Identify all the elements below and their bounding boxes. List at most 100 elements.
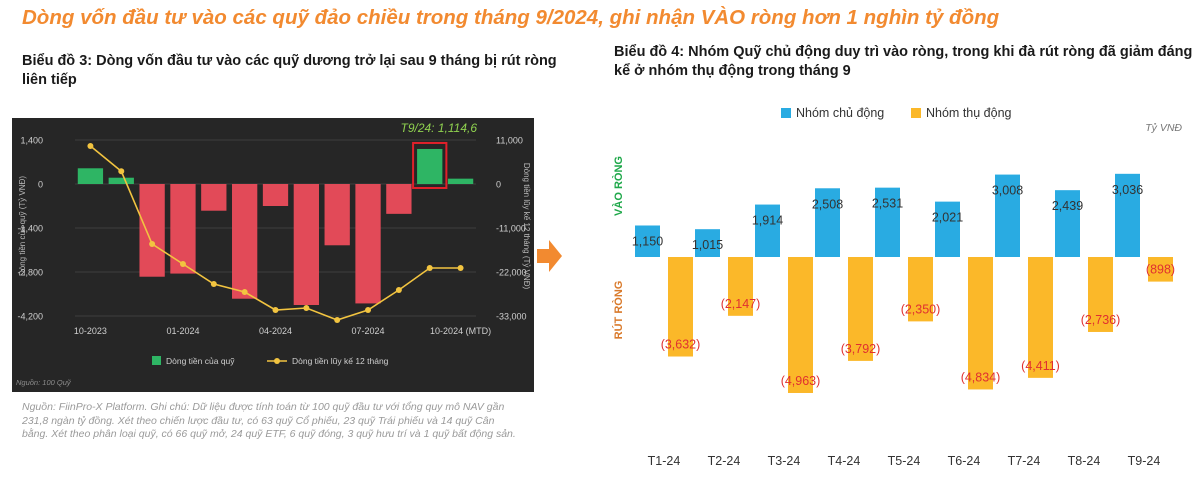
bar-fund-flow: [293, 184, 319, 305]
highlight-box: [412, 141, 448, 189]
line-point: [118, 168, 125, 175]
bar-active: [1115, 173, 1140, 257]
group-flow-chart: Nhóm chủ động Nhóm thụ động Tỷ VNĐ VÀO RÒNG…: [612, 106, 1182, 468]
line-point: [426, 265, 433, 271]
bar-passive: [668, 257, 693, 357]
x-tick-label: T8-24: [1068, 454, 1101, 468]
line-point: [272, 307, 279, 313]
bar-active: [1055, 190, 1080, 257]
unit-label: Tỷ VNĐ: [1145, 122, 1182, 134]
bar-fund-flow: [77, 168, 104, 184]
data-label-passive: (4,963): [781, 374, 821, 388]
bar-fund-flow: [355, 184, 381, 304]
y-tick-label: 0: [38, 180, 43, 190]
data-label-passive: (2,350): [901, 302, 941, 316]
right-chart-title: Biểu đồ 4: Nhóm Quỹ chủ động duy trì vào…: [614, 44, 1193, 79]
data-label-passive: (4,834): [961, 370, 1001, 384]
left-chart-title: Biểu đồ 3: Dòng vốn đầu tư vào các quỹ d…: [22, 53, 557, 88]
y2-tick-label: -22,000: [496, 268, 527, 278]
bar-passive: [788, 257, 813, 393]
label-rut-rong: RÚT RÒNG: [612, 281, 625, 340]
footnote: Nguồn: FiinPro-X Platform. Ghi chú: Dữ l…: [22, 401, 516, 440]
data-label-passive: (2,736): [1081, 313, 1121, 327]
data-label-active: 1,015: [692, 238, 723, 252]
bar-fund-flow: [170, 184, 196, 274]
line-point: [395, 287, 402, 293]
x-tick-label: 01-2024: [166, 326, 199, 336]
line-point: [210, 281, 217, 287]
line-point: [334, 317, 341, 323]
y2-axis-label: Dòng tiền lũy kế 12 tháng (Tỷ VNĐ): [522, 163, 531, 290]
x-tick-label: T4-24: [828, 454, 861, 468]
legend-label-passive: Nhóm thụ động: [926, 106, 1012, 120]
arrow-right-icon: [537, 240, 562, 272]
legend-swatch-point: [274, 358, 280, 364]
bar-active: [755, 204, 780, 257]
bar-passive: [1148, 257, 1173, 282]
bar-active: [815, 188, 840, 257]
legend-label-active: Nhóm chủ động: [796, 106, 884, 120]
data-label-active: 1,914: [752, 214, 783, 228]
x-tick-label: T3-24: [768, 454, 801, 468]
y2-tick-label: -11,000: [496, 224, 526, 234]
bar-fund-flow: [386, 184, 412, 214]
data-label-active: 2,439: [1052, 199, 1083, 213]
bar-fund-flow: [324, 184, 350, 246]
bar-passive: [1088, 257, 1113, 332]
bar-fund-flow: [139, 184, 165, 277]
line-point: [457, 265, 464, 271]
bar-active: [935, 201, 960, 257]
bar-fund-flow: [232, 184, 258, 299]
y-tick-label: -4,200: [17, 312, 43, 322]
x-tick-label: T6-24: [948, 454, 981, 468]
legend-label: Dòng tiền của quỹ: [166, 356, 235, 366]
x-tick-label: 10-2023: [74, 326, 107, 336]
x-tick-label: T9-24: [1128, 454, 1161, 468]
bar-passive: [968, 257, 993, 390]
x-tick-label: 10-2024 (MTD): [430, 326, 491, 336]
x-tick-label: T2-24: [708, 454, 741, 468]
bar-fund-flow: [417, 148, 443, 184]
bar-passive: [1028, 257, 1053, 378]
bar-passive: [728, 257, 753, 316]
left-chart-panel: 1,400 0 -1,400 -2,800 -4,200 11,000 0 -11,000 -2…: [12, 118, 534, 392]
line-point: [303, 305, 310, 311]
y-tick-label: -1,400: [17, 224, 43, 234]
line-point: [149, 241, 156, 247]
data-label-active: 2,508: [812, 197, 843, 211]
bar-fund-flow: [262, 184, 289, 206]
data-label-passive: (2,147): [721, 297, 761, 311]
x-tick-label: T7-24: [1008, 454, 1041, 468]
bar-active: [695, 229, 720, 257]
data-label-passive: (898): [1146, 263, 1175, 277]
data-label-active: 3,008: [992, 184, 1023, 198]
data-label-passive: (3,632): [661, 338, 701, 352]
y2-tick-label: 11,000: [496, 136, 523, 146]
data-label-passive: (3,792): [841, 342, 881, 356]
data-label-active: 1,150: [632, 234, 663, 248]
bar-active: [995, 174, 1020, 257]
bar-fund-flow: [201, 184, 227, 211]
data-label-passive: (4,411): [1021, 359, 1060, 373]
data-label-active: 2,531: [872, 197, 903, 211]
data-label-active: 2,021: [932, 211, 963, 225]
bar-passive: [908, 257, 933, 322]
bar-passive: [848, 257, 873, 361]
bar-fund-flow: [447, 178, 474, 184]
highlight-annotation: T9/24: 1,114,6: [401, 121, 478, 135]
line-point: [241, 289, 248, 295]
x-tick-label: 04-2024: [259, 326, 292, 336]
legend-swatch-passive: [911, 108, 921, 118]
line-point: [179, 261, 186, 267]
bar-fund-flow: [108, 177, 134, 184]
legend-label: Dòng tiền lũy kế 12 tháng: [292, 356, 389, 366]
page-title: Dòng vốn đầu tư vào các quỹ đảo chiều tr…: [22, 6, 1000, 29]
line-point: [365, 307, 372, 313]
y2-tick-label: 0: [496, 180, 501, 190]
y2-tick-label: -33,000: [496, 312, 527, 322]
bar-active: [875, 187, 900, 257]
y-axis-label: Dòng tiền của quỹ (Tỷ VNĐ): [18, 176, 27, 276]
source-note: Nguồn: 100 Quỹ: [16, 378, 72, 387]
x-tick-label: 07-2024: [352, 326, 385, 336]
y-tick-label: -2,800: [17, 268, 43, 278]
